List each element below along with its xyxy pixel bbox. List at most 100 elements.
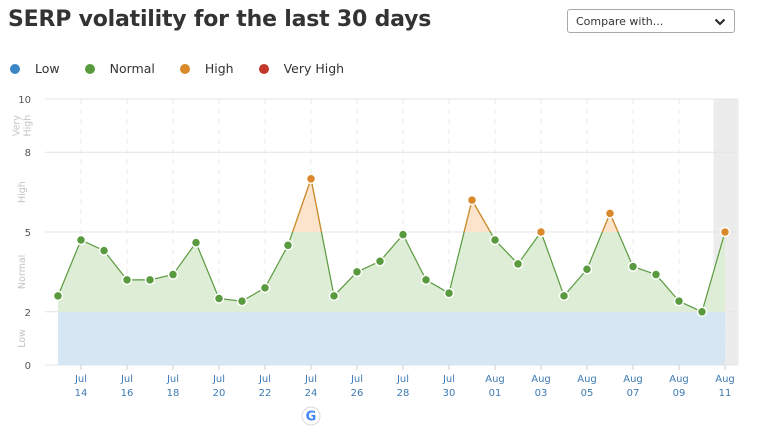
x-tick-day: 05 <box>581 388 594 399</box>
x-tick-month: Aug <box>485 374 505 385</box>
data-point <box>351 266 363 278</box>
series-line-segment <box>195 242 220 299</box>
legend-dot-high <box>179 63 190 74</box>
low-band-area <box>58 311 725 365</box>
x-tick-month: Jul <box>166 374 179 385</box>
x-tick-day: 16 <box>121 388 134 399</box>
y-tick-label: 8 <box>25 148 31 159</box>
band-label-normal: Normal <box>17 255 28 289</box>
x-tick-day: 18 <box>167 388 180 399</box>
x-tick-day: 22 <box>259 388 272 399</box>
data-point <box>305 173 317 185</box>
series-line-segment <box>103 250 128 281</box>
page-title: SERP volatility for the last 30 days <box>8 7 432 32</box>
x-tick-day: 30 <box>443 388 456 399</box>
data-point <box>650 269 662 280</box>
google-icon-glyph: G <box>306 410 317 425</box>
series-line-segment <box>402 234 427 281</box>
x-tick-day: 24 <box>305 388 318 399</box>
series-line-segment <box>563 268 588 297</box>
legend-item-normal[interactable]: Normal <box>84 61 155 76</box>
legend-item-very-high[interactable]: Very High <box>258 61 345 76</box>
data-point <box>75 234 87 246</box>
x-tick-month: Jul <box>442 374 455 385</box>
series-line-segment <box>701 231 726 312</box>
google-icon-badge <box>301 406 321 426</box>
x-tick-day: 26 <box>351 388 364 399</box>
series-line-segment <box>655 274 680 302</box>
high-line-segment <box>471 199 492 232</box>
x-tick-month: Aug <box>577 374 597 385</box>
series-line-segment <box>57 239 82 297</box>
data-point <box>374 256 386 267</box>
legend-item-low[interactable]: Low <box>10 61 60 76</box>
y-tick-label: 2 <box>25 308 31 319</box>
x-tick-month: Aug <box>715 374 735 385</box>
legend-dot-normal <box>84 63 95 74</box>
data-point <box>98 245 110 256</box>
x-tick-month: Jul <box>350 374 363 385</box>
x-tick-month: Jul <box>396 374 409 385</box>
data-point <box>282 240 294 251</box>
x-tick-day: 07 <box>627 388 640 399</box>
data-point <box>328 290 340 302</box>
series-line-segment <box>264 245 289 289</box>
data-point <box>558 290 570 302</box>
data-point <box>52 290 64 302</box>
band-label-very-high: Very <box>12 115 23 137</box>
x-tick-month: Jul <box>258 374 271 385</box>
x-tick-day: 20 <box>213 388 226 399</box>
x-tick-day: 11 <box>719 388 732 399</box>
legend-item-high[interactable]: High <box>179 61 234 76</box>
data-point <box>673 295 685 307</box>
band-label-very-high: High <box>23 115 34 137</box>
compare-dropdown[interactable]: Compare with... <box>567 9 735 33</box>
data-point <box>535 226 547 238</box>
data-point <box>604 208 616 219</box>
legend-label-normal: Normal <box>109 61 155 76</box>
legend: Low Normal High Very High <box>10 61 369 76</box>
x-tick-month: Jul <box>120 374 133 385</box>
series-line-segment <box>494 239 519 265</box>
y-tick-label: 10 <box>18 95 31 106</box>
legend-dot-low <box>10 63 20 74</box>
x-tick-month: Aug <box>669 374 689 385</box>
legend-dot-very-high <box>258 63 269 74</box>
data-point <box>213 293 225 304</box>
data-point <box>696 306 708 318</box>
x-tick-day: 09 <box>673 388 686 399</box>
series-line-segment <box>540 231 565 297</box>
x-tick-month: Aug <box>531 374 551 385</box>
data-point <box>581 263 593 275</box>
data-point <box>236 295 248 307</box>
y-tick-label: 5 <box>25 228 31 239</box>
legend-label-very-high: Very High <box>283 61 345 76</box>
series-line-segment <box>333 271 358 297</box>
band-label-low: Low <box>17 329 28 348</box>
legend-label-low: Low <box>35 61 60 76</box>
high-line-segment <box>601 213 611 232</box>
high-line-segment <box>291 178 312 232</box>
x-tick-month: Jul <box>212 374 225 385</box>
x-tick-month: Jul <box>304 374 317 385</box>
high-line-segment <box>310 178 323 232</box>
data-point <box>512 258 524 270</box>
data-point <box>397 229 409 240</box>
data-point <box>466 194 478 206</box>
data-point <box>719 226 731 238</box>
google-icon[interactable]: G <box>301 406 321 426</box>
data-point <box>167 269 179 280</box>
data-point <box>144 274 156 286</box>
x-tick-day: 01 <box>489 388 502 399</box>
compare-dropdown-label: Compare with... <box>576 15 664 28</box>
data-point <box>627 261 639 272</box>
high-line-segment <box>609 213 619 232</box>
band-label-high: High <box>17 181 28 203</box>
x-tick-day: 14 <box>75 388 88 399</box>
series-line-segment <box>172 242 197 275</box>
data-point <box>420 274 432 286</box>
normal-band-area <box>58 232 725 312</box>
x-tick-day: 28 <box>397 388 410 399</box>
data-point <box>190 237 202 248</box>
